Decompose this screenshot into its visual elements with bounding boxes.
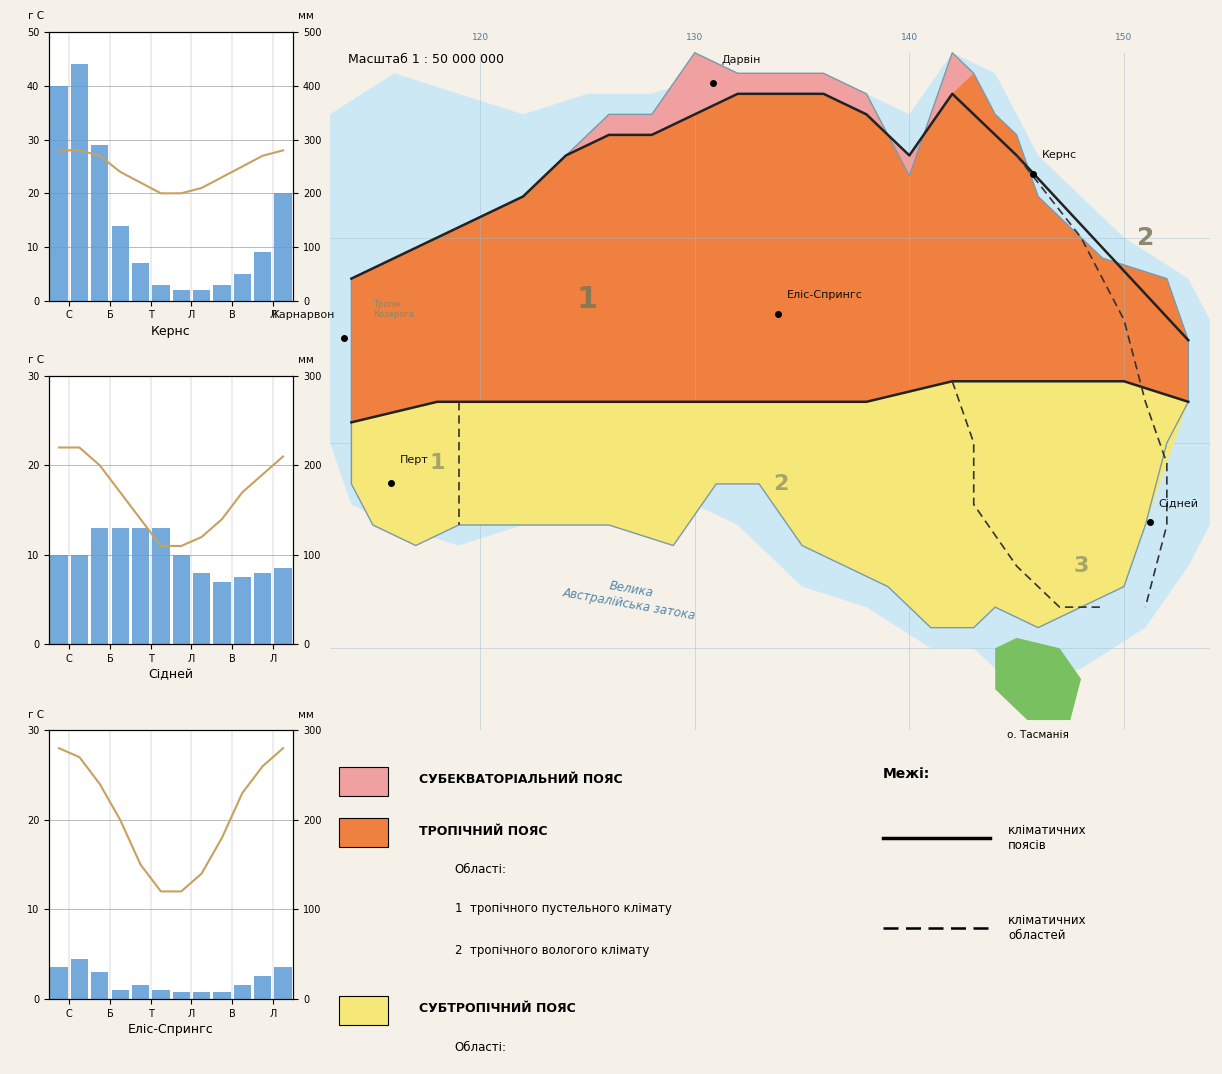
Bar xyxy=(111,990,128,999)
Text: Карнарвон: Карнарвон xyxy=(273,310,335,320)
Text: 1  тропічного пустельного клімату: 1 тропічного пустельного клімату xyxy=(455,902,672,915)
Bar xyxy=(92,972,109,999)
Bar xyxy=(71,555,88,644)
Bar xyxy=(214,991,231,999)
Text: Кернс: Кернс xyxy=(1042,150,1077,160)
Text: Велика
Австралійська затока: Велика Австралійська затока xyxy=(562,571,699,622)
Text: Перт: Перт xyxy=(400,455,429,465)
Bar xyxy=(275,193,292,301)
Text: Масштаб 1 : 50 000 000: Масштаб 1 : 50 000 000 xyxy=(347,53,503,67)
Bar xyxy=(50,555,67,644)
Bar xyxy=(132,986,149,999)
Text: СУБТРОПІЧНИЙ ПОЯС: СУБТРОПІЧНИЙ ПОЯС xyxy=(419,1002,576,1015)
FancyBboxPatch shape xyxy=(338,818,387,847)
Bar xyxy=(193,572,210,644)
Bar xyxy=(92,528,109,644)
Bar xyxy=(153,990,170,999)
Bar xyxy=(233,986,251,999)
Bar xyxy=(172,290,189,301)
Bar xyxy=(233,274,251,301)
Text: мм: мм xyxy=(298,12,314,21)
Bar xyxy=(275,568,292,644)
Bar xyxy=(254,572,271,644)
Bar xyxy=(50,968,67,999)
Bar xyxy=(275,968,292,999)
Text: кліматичних
поясів: кліматичних поясів xyxy=(1008,824,1086,852)
Text: кліматичних
областей: кліматичних областей xyxy=(1008,914,1086,942)
Text: о. Тасманія: о. Тасманія xyxy=(1007,730,1069,740)
Bar xyxy=(153,528,170,644)
Text: СУБЕКВАТОРІАЛЬНИЙ ПОЯС: СУБЕКВАТОРІАЛЬНИЙ ПОЯС xyxy=(419,773,623,786)
FancyBboxPatch shape xyxy=(338,767,387,796)
Text: Еліс-Спрингс: Еліс-Спрингс xyxy=(787,290,863,300)
Text: Межі:: Межі: xyxy=(884,767,930,781)
Text: мм: мм xyxy=(298,355,314,365)
X-axis label: Кернс: Кернс xyxy=(152,324,191,337)
Polygon shape xyxy=(330,53,1222,690)
Polygon shape xyxy=(352,53,1188,627)
Bar xyxy=(193,991,210,999)
Bar xyxy=(193,290,210,301)
Bar xyxy=(233,578,251,644)
Bar xyxy=(254,252,271,301)
Bar xyxy=(254,976,271,999)
Bar xyxy=(153,285,170,301)
Text: 130: 130 xyxy=(686,33,704,43)
Polygon shape xyxy=(352,381,1188,627)
Bar xyxy=(71,64,88,301)
Text: г С: г С xyxy=(28,710,44,720)
Bar xyxy=(214,285,231,301)
Text: 140: 140 xyxy=(901,33,918,43)
Text: Області:: Області: xyxy=(455,863,507,876)
Text: Дарвін: Дарвін xyxy=(721,55,761,66)
Bar xyxy=(172,991,189,999)
Text: 3: 3 xyxy=(1073,556,1089,576)
Text: 2: 2 xyxy=(1136,226,1154,249)
X-axis label: Еліс-Спрингс: Еліс-Спрингс xyxy=(128,1022,214,1035)
Text: 1: 1 xyxy=(429,453,445,474)
Text: мм: мм xyxy=(298,710,314,720)
Bar xyxy=(111,226,128,301)
Text: 2: 2 xyxy=(772,474,788,494)
X-axis label: Сідней: Сідней xyxy=(149,668,193,681)
Polygon shape xyxy=(995,638,1081,720)
Bar xyxy=(50,86,67,301)
Bar xyxy=(132,528,149,644)
Polygon shape xyxy=(352,53,974,278)
Bar xyxy=(71,958,88,999)
Bar xyxy=(111,528,128,644)
Text: 2  тропічного вологого клімату: 2 тропічного вологого клімату xyxy=(455,944,649,957)
Bar xyxy=(92,145,109,301)
Text: г С: г С xyxy=(28,12,44,21)
Text: Сідней: Сідней xyxy=(1158,498,1199,508)
Text: ТРОПІЧНИЙ ПОЯС: ТРОПІЧНИЙ ПОЯС xyxy=(419,825,547,838)
Text: 150: 150 xyxy=(1116,33,1133,43)
Text: 120: 120 xyxy=(472,33,489,43)
Text: г С: г С xyxy=(28,355,44,365)
Text: 1: 1 xyxy=(577,285,598,314)
Bar xyxy=(214,582,231,644)
Text: Тропік
Козерога: Тропік Козерога xyxy=(373,300,414,319)
Text: Області:: Області: xyxy=(455,1041,507,1054)
Bar xyxy=(132,263,149,301)
FancyBboxPatch shape xyxy=(338,996,387,1025)
Bar xyxy=(172,555,189,644)
